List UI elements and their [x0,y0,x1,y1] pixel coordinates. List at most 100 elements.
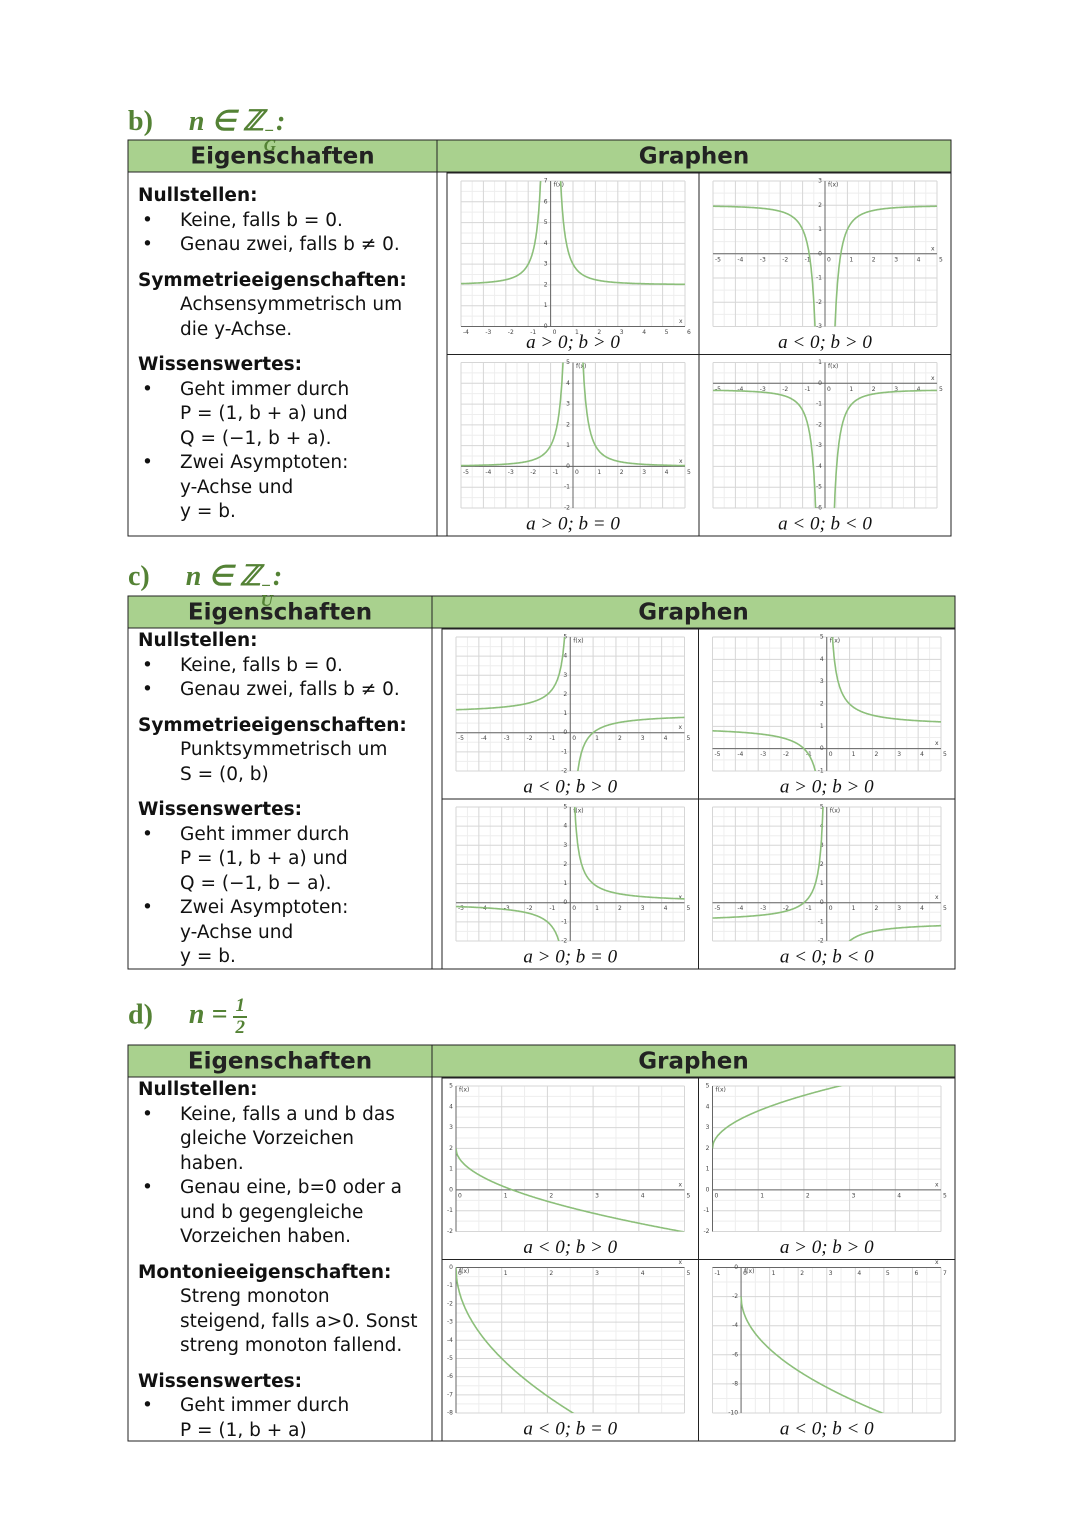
x-tick-label: -5 [715,256,721,263]
x-tick-label: -5 [715,905,721,912]
y-tick-label: 5 [820,634,824,641]
x-tick-label: 3 [595,1192,599,1199]
y-tick-label: 0 [818,250,822,257]
x-tick-label: 1 [852,905,856,912]
y-tick-label: -2 [704,1228,710,1235]
x-tick-label: 4 [641,1192,645,1199]
x-tick-label: -3 [504,905,510,912]
x-tick-label: -3 [760,256,766,263]
y-tick-label: 4 [563,823,567,830]
graph-caption: a < 0; b < 0 [780,1418,874,1439]
graph-caption: a < 0; b > 0 [523,776,617,797]
y-axis-label: f(x) [573,638,583,645]
x-tick-label: 5 [943,751,947,758]
bullet-item: Keine, falls a und b das gleiche Vorzeich… [138,1103,428,1177]
y-tick-label: 1 [818,359,822,366]
y-tick-label: -1 [704,1207,710,1214]
y-axis-label: f(x) [554,182,564,189]
property-block: Symmetrieeigenschaften: Punktsymmetrisch … [138,714,428,788]
y-tick-label: 3 [544,261,548,268]
block-title: Wissenswertes: [138,354,303,375]
property-block: Wissenswertes: Geht immer durch P = (1, b … [138,798,428,970]
y-tick-label: -4 [447,1337,453,1344]
y-tick-label: -4 [732,1322,738,1329]
formula-symbol: n ∈ ℤ [188,106,264,137]
x-tick-label: 3 [641,905,645,912]
x-tick-label: -2 [527,735,533,742]
x-tick-label: 3 [897,905,901,912]
x-tick-label: 4 [917,386,921,393]
x-tick-label: 3 [642,469,646,476]
graph: 0 1 2 3 4 5 -8 -7 -6 -5 -4 -3 -2 -1 0 x f(x) a < 0; b = 0 [447,1259,690,1439]
function-curve [456,1267,575,1413]
x-tick-label: 0 [715,1192,719,1199]
fraction-numerator: 1 [233,995,247,1018]
x-axis-label: x [679,458,683,465]
y-tick-label: -5 [447,1355,453,1362]
x-tick-label: -2 [782,256,788,263]
text-line: und b gegengleiche [180,1201,364,1223]
graph-caption: a < 0; b > 0 [523,1237,617,1258]
y-tick-label: 1 [820,880,824,887]
formula-colon: : [272,561,283,592]
y-axis-label: f(x) [830,808,840,815]
section-heading: d) n = 1 2 [128,996,247,1038]
x-tick-label: 1 [595,735,599,742]
y-tick-label: 3 [820,842,824,849]
x-tick-label: 5 [687,1192,691,1199]
x-tick-label: 5 [687,905,691,912]
x-tick-label: 5 [687,735,691,742]
section-label: d) [128,999,153,1031]
y-tick-label: -10 [728,1410,738,1417]
function-curve [456,807,685,941]
x-tick-label: 4 [664,735,668,742]
x-tick-label: 5 [687,469,691,476]
x-tick-label: -3 [760,386,766,393]
y-tick-label: 5 [563,634,567,641]
x-tick-label: 1 [852,751,856,758]
x-tick-label: 1 [597,469,601,476]
graph-caption: a < 0; b < 0 [780,946,874,967]
properties: Nullstellen: Keine, falls b = 0. Genau zwe… [138,629,428,981]
x-tick-label: -2 [508,329,514,336]
x-tick-label: 5 [665,329,669,336]
x-tick-label: 1 [575,329,579,336]
x-tick-label: 5 [886,1270,890,1277]
text-line: Genau eine, b=0 oder a [180,1177,402,1198]
y-tick-label: -2 [818,938,824,945]
y-tick-label: -2 [816,299,822,306]
graph-caption: a < 0; b > 0 [778,332,872,353]
block-title: Wissenswertes: [138,1370,303,1392]
x-tick-label: -3 [760,751,766,758]
x-tick-label: -4 [485,469,491,476]
text-line: Punktsymmetrisch um [180,739,388,760]
formula-sup: − [260,576,271,595]
x-tick-label: 1 [504,1270,508,1277]
x-tick-label: 3 [829,1270,833,1277]
x-tick-label: -1 [549,735,555,742]
x-tick-label: 3 [641,735,645,742]
text-line: Geht immer durch [180,823,350,845]
formula-scripts: − G [263,121,276,154]
text-line: haben. [180,1152,244,1174]
bullet-item: Genau zwei, falls b ≠ 0. [138,233,433,258]
column-header: Graphen [639,144,750,170]
block-title: Symmetrieeigenschaften: [138,714,407,736]
x-tick-label: 5 [939,256,943,263]
text-line: gleiche Vorzeichen [180,1128,354,1149]
x-tick-label: -1 [805,386,811,393]
block-title: Montonieeigenschaften: [138,1261,392,1283]
section-label: b) [128,106,153,137]
y-tick-label: 2 [563,691,567,698]
x-tick-label: 1 [849,386,853,393]
formula-sup: − [263,121,275,140]
y-tick-label: 2 [818,202,822,209]
graph-caption: a > 0; b > 0 [780,1237,874,1258]
y-tick-label: 4 [820,656,824,663]
y-tick-label: 0 [818,380,822,387]
x-axis-label: x [679,1259,683,1266]
